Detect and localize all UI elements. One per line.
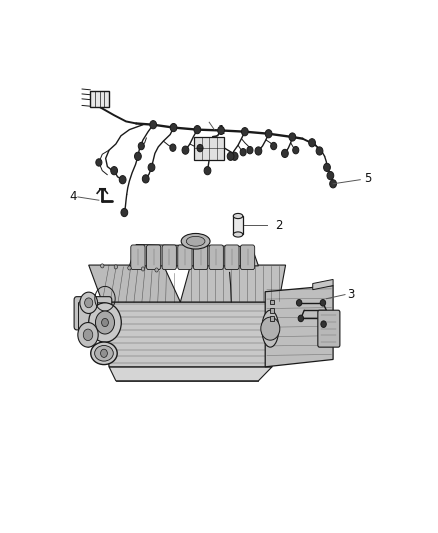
Circle shape xyxy=(155,268,158,272)
Circle shape xyxy=(261,317,280,340)
FancyBboxPatch shape xyxy=(146,245,161,270)
FancyBboxPatch shape xyxy=(240,245,254,270)
Circle shape xyxy=(83,329,93,341)
Circle shape xyxy=(85,298,93,308)
Circle shape xyxy=(96,159,102,166)
Circle shape xyxy=(255,147,262,155)
Polygon shape xyxy=(102,302,279,367)
Text: 1: 1 xyxy=(217,124,225,138)
Circle shape xyxy=(119,175,126,184)
Polygon shape xyxy=(88,265,180,302)
Circle shape xyxy=(241,127,248,136)
Ellipse shape xyxy=(233,213,243,219)
Polygon shape xyxy=(180,265,286,302)
Ellipse shape xyxy=(186,236,205,246)
Circle shape xyxy=(282,149,288,158)
Circle shape xyxy=(170,124,177,132)
Circle shape xyxy=(78,322,98,347)
Circle shape xyxy=(194,126,201,134)
Circle shape xyxy=(265,130,272,138)
Circle shape xyxy=(204,166,211,175)
Circle shape xyxy=(88,303,121,342)
Circle shape xyxy=(240,149,246,156)
Circle shape xyxy=(271,142,277,150)
Ellipse shape xyxy=(95,345,113,361)
Circle shape xyxy=(293,147,299,154)
Ellipse shape xyxy=(233,232,243,237)
Circle shape xyxy=(231,152,238,160)
Circle shape xyxy=(298,315,304,322)
Ellipse shape xyxy=(181,233,210,249)
FancyBboxPatch shape xyxy=(74,297,112,330)
Bar xyxy=(233,216,243,235)
Polygon shape xyxy=(109,367,272,381)
Circle shape xyxy=(218,126,225,134)
Circle shape xyxy=(102,318,108,327)
Circle shape xyxy=(309,139,315,147)
Bar xyxy=(270,316,274,321)
FancyBboxPatch shape xyxy=(209,245,223,270)
Circle shape xyxy=(182,146,189,154)
Circle shape xyxy=(101,264,104,268)
FancyBboxPatch shape xyxy=(194,245,208,270)
FancyBboxPatch shape xyxy=(178,245,192,270)
Bar xyxy=(90,92,109,107)
FancyBboxPatch shape xyxy=(131,245,145,270)
Circle shape xyxy=(142,175,149,183)
Ellipse shape xyxy=(262,310,279,347)
Circle shape xyxy=(327,172,334,180)
Circle shape xyxy=(197,144,203,152)
Polygon shape xyxy=(265,286,333,367)
Circle shape xyxy=(101,349,107,358)
Circle shape xyxy=(150,120,156,129)
Circle shape xyxy=(111,166,117,175)
Circle shape xyxy=(247,147,253,154)
Polygon shape xyxy=(130,245,258,266)
Circle shape xyxy=(321,321,326,327)
Circle shape xyxy=(227,152,234,160)
Circle shape xyxy=(320,300,325,306)
Circle shape xyxy=(134,152,141,160)
Circle shape xyxy=(128,266,131,270)
Circle shape xyxy=(95,311,114,334)
Circle shape xyxy=(330,180,336,188)
Text: 3: 3 xyxy=(347,288,355,301)
Circle shape xyxy=(316,147,323,155)
Text: 5: 5 xyxy=(364,172,372,185)
Circle shape xyxy=(324,163,330,172)
Circle shape xyxy=(297,300,302,306)
Circle shape xyxy=(141,267,145,271)
Circle shape xyxy=(170,144,176,151)
Bar xyxy=(270,308,274,313)
Bar xyxy=(270,300,274,304)
Bar xyxy=(194,136,224,159)
FancyBboxPatch shape xyxy=(225,245,239,270)
FancyBboxPatch shape xyxy=(318,310,340,347)
Ellipse shape xyxy=(91,342,117,365)
Circle shape xyxy=(80,292,98,313)
Polygon shape xyxy=(313,279,333,290)
Text: 2: 2 xyxy=(275,219,282,232)
Circle shape xyxy=(138,142,145,150)
Text: 4: 4 xyxy=(70,190,77,203)
FancyBboxPatch shape xyxy=(162,245,177,270)
Circle shape xyxy=(114,265,117,269)
Circle shape xyxy=(148,163,155,172)
Circle shape xyxy=(121,208,128,216)
Circle shape xyxy=(289,133,296,141)
